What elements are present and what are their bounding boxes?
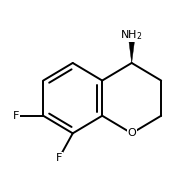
Polygon shape xyxy=(129,39,135,63)
Text: O: O xyxy=(127,128,136,138)
Text: NH$_2$: NH$_2$ xyxy=(120,28,143,42)
Text: F: F xyxy=(13,111,19,121)
Text: F: F xyxy=(56,153,62,163)
